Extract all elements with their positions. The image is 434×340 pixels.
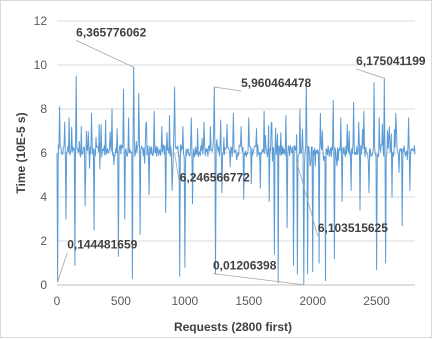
annotations: 6,365776062 5,960464478 6,175041199 6,24656… [57, 25, 426, 286]
y-tick-label-0: 0 [40, 278, 47, 292]
y-axis-title: Time (10E-5 s) [14, 112, 28, 193]
x-tick-label-1500: 1500 [235, 294, 262, 308]
x-tick-label-500: 500 [111, 294, 131, 308]
annotation-leader-6 [57, 252, 68, 282]
axes: 0 2 4 6 8 10 12 0 500 1000 1500 2000 2500 [34, 14, 415, 308]
y-tick-label-4: 4 [40, 190, 47, 204]
x-tick-label-1000: 1000 [172, 294, 199, 308]
annotation-leader-1 [76, 40, 134, 68]
annotation-label-7: 0,01206398 [213, 259, 277, 273]
annotation-leader-2 [214, 86, 242, 92]
annotation-label-2: 5,960464478 [241, 76, 311, 90]
annotation-leader-3 [356, 68, 385, 79]
annotation-label-3: 6,175041199 [356, 54, 426, 68]
x-axis-title: Requests (2800 first) [174, 320, 292, 334]
series-line [56, 66, 416, 286]
series-layer [56, 66, 416, 286]
annotation-label-4: 6,246566772 [180, 171, 250, 185]
annotation-leader-5 [295, 159, 319, 237]
annotation-leader-4 [174, 152, 181, 186]
x-tick-label-0: 0 [54, 294, 61, 308]
y-tick-label-6: 6 [40, 146, 47, 160]
annotation-label-1: 6,365776062 [76, 25, 146, 39]
annotation-label-5: 6,103515625 [318, 221, 388, 235]
annotation-label-6: 0,144481659 [67, 238, 137, 252]
x-tick-label-2000: 2000 [299, 294, 326, 308]
y-tick-label-8: 8 [40, 102, 47, 116]
y-tick-label-10: 10 [34, 58, 48, 72]
annotation-leader-7 [212, 273, 304, 286]
y-tick-label-12: 12 [34, 14, 48, 28]
y-tick-label-2: 2 [40, 234, 47, 248]
x-tick-label-2500: 2500 [363, 294, 390, 308]
